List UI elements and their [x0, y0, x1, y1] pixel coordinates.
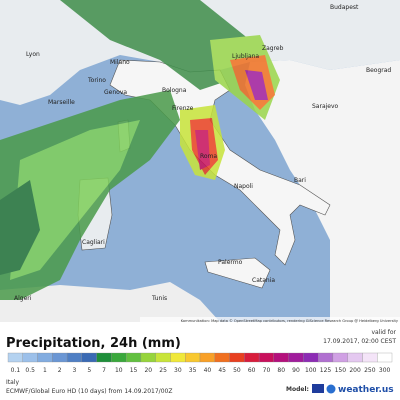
legend-swatch	[377, 352, 393, 363]
legend-swatch	[140, 352, 156, 363]
legend-swatch	[332, 352, 348, 363]
legend-label: 125	[320, 367, 332, 374]
city-label: Napoli	[234, 183, 253, 190]
brand-logo	[326, 384, 336, 394]
legend-swatch	[347, 352, 363, 363]
city-label: Budapest	[330, 4, 359, 11]
city-label: Zagreb	[262, 45, 284, 52]
legend-label: 15	[130, 367, 138, 374]
city-label: Algeri	[14, 295, 32, 302]
legend-swatch	[288, 352, 304, 363]
valid-time: 17.09.2017, 02:00 CEST	[323, 338, 396, 345]
footer: Precipitation, 24h (mm) valid for 17.09.…	[0, 324, 400, 400]
legend-swatch	[303, 352, 319, 363]
legend-label: 50	[233, 367, 241, 374]
city-label: Lyon	[26, 51, 40, 58]
legend-label: 10	[115, 367, 123, 374]
legend-label: 25	[159, 367, 167, 374]
city-label: Milano	[110, 59, 130, 66]
city-label: Ljubljana	[232, 53, 259, 60]
legend-swatch	[155, 352, 171, 363]
legend-swatch	[199, 352, 215, 363]
legend-label: 80	[277, 367, 285, 374]
legend-swatch	[170, 352, 186, 363]
eu-flag	[312, 384, 324, 393]
legend-swatch	[111, 352, 127, 363]
legend-swatch	[258, 352, 274, 363]
valid-label: valid for	[371, 329, 396, 336]
legend-label: 1	[43, 367, 47, 374]
city-label: Bologna	[162, 87, 187, 94]
model-run: ECMWF/Global Euro HD (10 days) from 14.0…	[6, 388, 172, 395]
city-label: Marseille	[48, 99, 75, 106]
city-label: Genova	[104, 89, 127, 96]
legend-label: 0.5	[25, 367, 35, 374]
city-label: Tunis	[151, 295, 167, 302]
city-label: Sarajevo	[312, 103, 339, 110]
legend-label: 30	[174, 367, 182, 374]
sicily	[204, 257, 271, 289]
title: Precipitation, 24h (mm)	[6, 336, 181, 351]
legend-swatch	[273, 352, 289, 363]
legend-swatch	[81, 352, 97, 363]
precip-band	[0, 180, 40, 275]
legend-label: 150	[335, 367, 347, 374]
model-label: Model:	[286, 386, 309, 393]
legend-swatch	[185, 352, 201, 363]
precip-core	[245, 70, 268, 100]
legend: 0.1 0.5 1 2 3 5 7 10 15 20 25 30 35 40 45 50 60 70 80 90 100…	[7, 352, 393, 374]
legend-swatch	[126, 352, 142, 363]
legend-swatch	[7, 352, 23, 363]
map: Budapest Zagreb Ljubljana Milano Torino …	[0, 0, 400, 323]
legend-swatch	[96, 352, 112, 363]
legend-label: 300	[379, 367, 391, 374]
legend-label: 250	[364, 367, 376, 374]
legend-swatch	[52, 352, 68, 363]
attribution: Kommunikation: Map data © OpenStreetMap …	[181, 319, 399, 323]
precip-band	[60, 0, 250, 90]
legend-swatch	[244, 352, 260, 363]
city-label: Roma	[200, 153, 217, 160]
legend-label: 35	[189, 367, 197, 374]
legend-label: 45	[218, 367, 226, 374]
precip-band	[10, 120, 140, 280]
legend-label: 0.1	[11, 367, 21, 374]
precipitation	[0, 0, 280, 300]
legend-label: 5	[87, 367, 91, 374]
legend-label: 7	[102, 367, 106, 374]
attribution-bg	[140, 317, 400, 323]
legend-swatch	[22, 352, 38, 363]
legend-swatch	[362, 352, 378, 363]
city-label: Torino	[87, 77, 106, 84]
legend-swatch	[318, 352, 334, 363]
city-label: Firenze	[172, 105, 194, 112]
city-label: Palermo	[218, 259, 243, 266]
city-label: Cagliari	[82, 239, 105, 246]
city-label: Catania	[252, 277, 275, 284]
legend-swatch	[66, 352, 82, 363]
legend-swatch	[229, 352, 245, 363]
precip-core	[195, 130, 210, 170]
legend-label: 90	[292, 367, 300, 374]
legend-label: 2	[58, 367, 62, 374]
legend-swatch	[214, 352, 230, 363]
city-label: Beograd	[366, 67, 391, 74]
region: Italy	[6, 379, 19, 386]
legend-label: 70	[263, 367, 271, 374]
balkans	[245, 60, 400, 322]
legend-label: 20	[144, 367, 152, 374]
brand: weather.us	[338, 385, 394, 395]
legend-label: 100	[305, 367, 317, 374]
city-label: Bari	[294, 177, 306, 184]
africa	[0, 282, 220, 322]
legend-label: 40	[204, 367, 212, 374]
legend-label: 60	[248, 367, 256, 374]
legend-label: 3	[73, 367, 77, 374]
legend-swatch	[37, 352, 53, 363]
legend-label: 200	[349, 367, 361, 374]
